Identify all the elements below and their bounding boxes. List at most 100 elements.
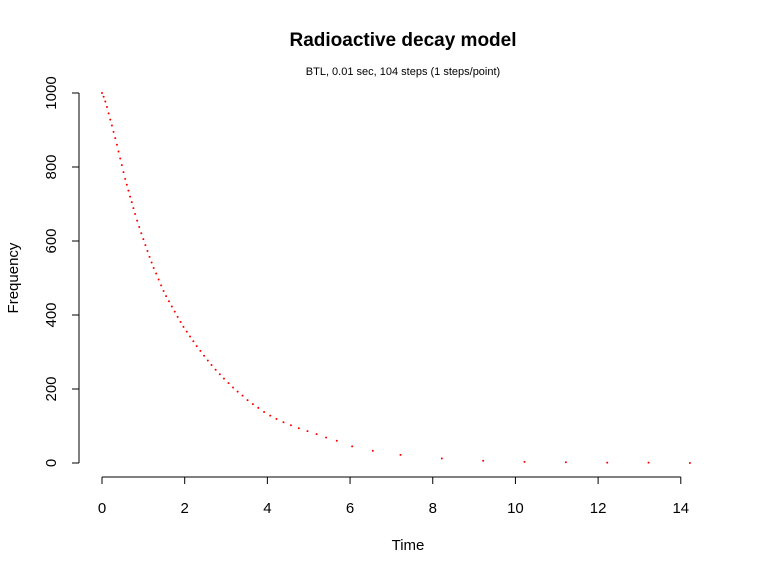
data-point bbox=[236, 390, 239, 393]
data-point bbox=[257, 406, 260, 409]
data-point bbox=[195, 345, 198, 348]
data-point bbox=[315, 433, 318, 436]
data-point bbox=[102, 95, 105, 98]
data-point bbox=[122, 171, 125, 174]
x-tick-label: 12 bbox=[590, 500, 607, 517]
data-point bbox=[110, 124, 113, 127]
data-point bbox=[179, 321, 182, 324]
chart-subtitle: BTL, 0.01 sec, 104 steps (1 steps/point) bbox=[306, 66, 500, 78]
data-point bbox=[120, 164, 123, 167]
data-point bbox=[162, 289, 165, 292]
data-point bbox=[251, 403, 254, 406]
data-point bbox=[371, 449, 374, 452]
data-point bbox=[199, 349, 202, 352]
data-point bbox=[160, 284, 163, 287]
data-point bbox=[182, 325, 185, 328]
data-point bbox=[117, 150, 120, 153]
y-axis: 0 200 400 600 800 1000 bbox=[43, 76, 80, 467]
y-tick-label: 200 bbox=[43, 376, 60, 401]
data-point bbox=[101, 92, 103, 94]
data-point bbox=[115, 143, 118, 146]
data-point bbox=[275, 417, 278, 420]
data-point bbox=[241, 394, 244, 397]
data-point bbox=[210, 363, 213, 366]
data-point bbox=[482, 459, 485, 462]
x-axis-label: Time bbox=[392, 537, 425, 554]
data-point bbox=[297, 427, 300, 430]
data-point bbox=[203, 354, 206, 357]
data-point bbox=[263, 410, 266, 413]
data-point bbox=[232, 386, 235, 389]
y-axis-label: Frequency bbox=[5, 242, 22, 313]
x-tick-label: 14 bbox=[672, 500, 689, 517]
data-point bbox=[214, 368, 217, 371]
data-point bbox=[192, 340, 195, 343]
data-point bbox=[136, 219, 139, 222]
data-point bbox=[189, 335, 192, 338]
data-point bbox=[647, 461, 650, 464]
data-point bbox=[399, 453, 402, 456]
data-point bbox=[222, 377, 225, 380]
data-point bbox=[148, 255, 151, 258]
data-point bbox=[564, 461, 567, 464]
x-tick-label: 10 bbox=[507, 500, 524, 517]
data-point bbox=[127, 189, 130, 192]
data-point bbox=[132, 207, 135, 210]
data-point bbox=[335, 439, 338, 442]
data-point bbox=[206, 359, 209, 362]
data-point bbox=[246, 399, 249, 402]
y-tick-label: 0 bbox=[43, 459, 60, 467]
data-point bbox=[144, 244, 147, 247]
data-point bbox=[107, 112, 110, 115]
data-point bbox=[114, 137, 117, 140]
data-point bbox=[138, 225, 141, 228]
data-point bbox=[306, 430, 309, 433]
data-point bbox=[289, 424, 292, 427]
data-point bbox=[142, 238, 145, 241]
data-point bbox=[134, 212, 137, 215]
y-tick-label: 400 bbox=[43, 302, 60, 327]
x-tick-label: 8 bbox=[429, 500, 437, 517]
y-tick-label: 600 bbox=[43, 228, 60, 253]
x-tick-label: 4 bbox=[263, 500, 271, 517]
data-point bbox=[104, 100, 107, 103]
data-point bbox=[152, 267, 155, 270]
data-point bbox=[167, 300, 170, 303]
data-point bbox=[269, 414, 272, 417]
data-point bbox=[112, 130, 115, 133]
x-tick-label: 0 bbox=[98, 500, 106, 517]
data-point bbox=[130, 201, 133, 204]
data-point bbox=[165, 295, 168, 298]
data-point bbox=[129, 195, 132, 198]
data-point bbox=[440, 457, 443, 460]
data-point bbox=[185, 330, 188, 333]
data-point bbox=[150, 261, 153, 264]
data-point bbox=[227, 382, 230, 385]
data-point bbox=[124, 177, 127, 180]
data-point bbox=[325, 436, 328, 439]
x-axis: 0 2 4 6 8 10 12 14 bbox=[98, 476, 689, 517]
data-point bbox=[157, 278, 160, 281]
data-point bbox=[688, 462, 691, 464]
data-point bbox=[105, 106, 108, 109]
x-tick-label: 6 bbox=[346, 500, 354, 517]
data-point bbox=[218, 373, 221, 376]
data-points bbox=[101, 92, 691, 464]
data-point bbox=[125, 183, 128, 186]
data-point bbox=[606, 461, 609, 464]
chart-title: Radioactive decay model bbox=[289, 30, 516, 51]
data-point bbox=[109, 118, 112, 121]
data-point bbox=[351, 445, 354, 448]
data-point bbox=[173, 310, 176, 313]
data-point bbox=[523, 460, 526, 463]
data-point bbox=[282, 421, 285, 424]
data-point bbox=[170, 305, 173, 308]
data-point bbox=[140, 232, 143, 235]
data-point bbox=[155, 272, 158, 275]
y-tick-label: 1000 bbox=[43, 76, 60, 109]
data-point bbox=[146, 249, 149, 252]
y-tick-label: 800 bbox=[43, 154, 60, 179]
data-point bbox=[176, 315, 179, 318]
data-point bbox=[119, 157, 122, 160]
